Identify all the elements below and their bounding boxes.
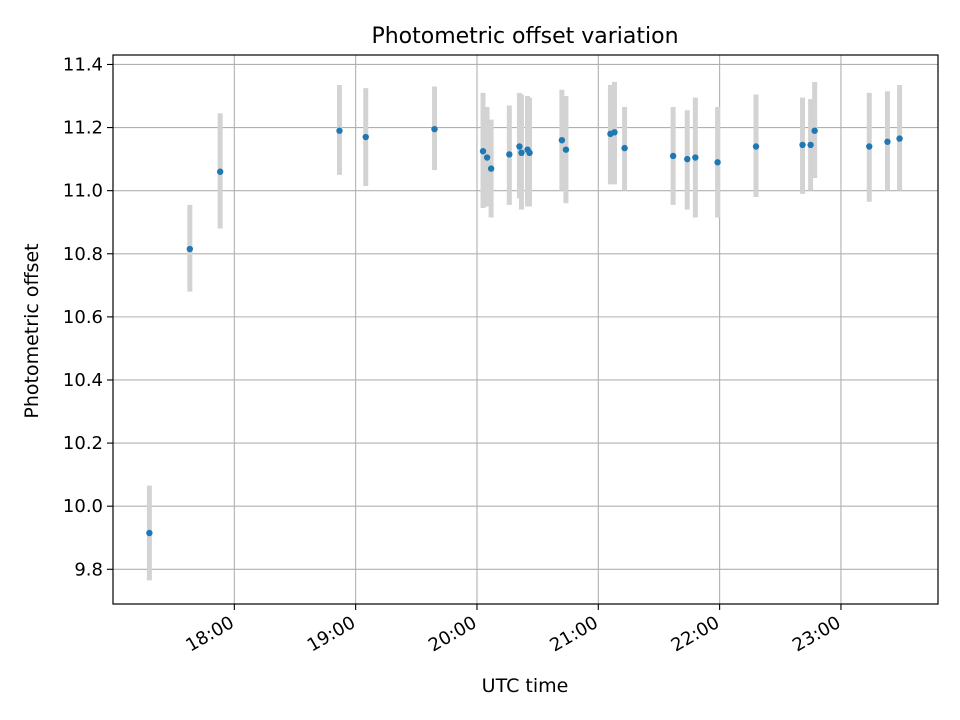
data-point [336, 127, 343, 134]
y-tick-label: 11.0 [63, 181, 103, 202]
data-point [562, 146, 570, 153]
data-point [692, 154, 699, 161]
data-point [896, 135, 903, 142]
data-point [799, 141, 806, 149]
data-point [714, 159, 721, 166]
y-tick-label: 10.8 [63, 244, 103, 265]
y-tick-label: 10.2 [63, 433, 103, 454]
data-point [558, 136, 566, 144]
data-point [518, 149, 525, 157]
data-point [483, 154, 491, 161]
data-point [431, 125, 438, 133]
y-tick-label: 11.2 [63, 118, 103, 139]
data-point [621, 144, 628, 152]
data-points [146, 125, 903, 537]
y-tick-label: 9.8 [74, 559, 103, 580]
x-axis-label: UTC time [482, 675, 569, 697]
plot-area-frame [112, 54, 939, 605]
data-point [216, 168, 224, 175]
y-tick-label: 11.4 [63, 54, 103, 75]
data-point [807, 141, 814, 149]
y-tick-label: 10.4 [63, 370, 103, 391]
data-point [362, 133, 369, 141]
y-axis-ticks: 9.8 10.0 10.2 10.4 10.6 10.8 11.0 11.2 11.4 [63, 54, 113, 580]
y-tick-label: 10.6 [63, 307, 103, 328]
y-axis-label: Photometric offset [21, 243, 43, 418]
data-point [526, 149, 533, 157]
y-tick-label: 10.0 [63, 496, 103, 517]
data-point [487, 165, 495, 172]
data-point [186, 245, 194, 253]
data-point [811, 127, 818, 134]
data-point [479, 148, 487, 155]
data-point [146, 529, 153, 537]
data-point [669, 152, 677, 160]
data-point [884, 138, 891, 145]
data-point [752, 143, 760, 150]
chart-title: Photometric offset variation [371, 24, 678, 49]
data-point [516, 143, 523, 150]
data-point [684, 155, 691, 163]
data-point [506, 151, 513, 158]
data-point [866, 143, 873, 150]
data-point [611, 129, 618, 136]
